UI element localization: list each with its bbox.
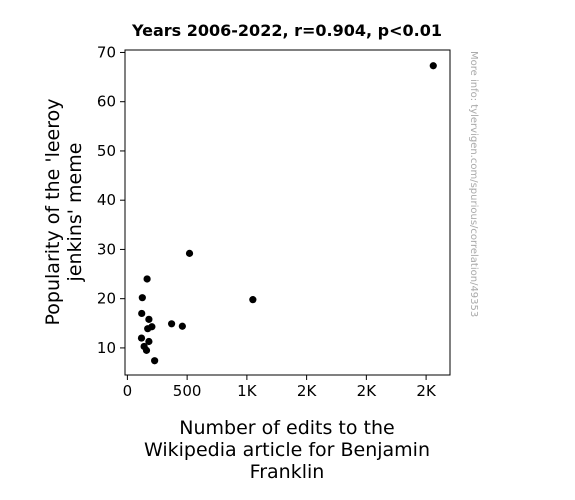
x-axis: 0 500 1K 2K 2K 2K: [123, 375, 437, 400]
y-tick-label: 20: [97, 290, 116, 308]
x-tick-label: 2K: [297, 382, 318, 400]
y-tick-label: 50: [97, 142, 116, 160]
plot-area: [124, 49, 451, 376]
y-axis: 10 20 30 40 50 60 70: [97, 43, 125, 357]
data-point: [167, 320, 176, 328]
y-axis-title: Popularity of the 'leeroyjenkins' meme: [42, 99, 86, 326]
source-note: More info: tylervigen.com/spurious/corre…: [468, 51, 479, 317]
data-point: [137, 334, 146, 342]
y-tick-label: 60: [97, 93, 116, 111]
data-point: [143, 275, 151, 283]
data-point: [178, 322, 186, 330]
y-tick-label: 10: [97, 339, 116, 357]
y-tick-label: 30: [97, 240, 116, 258]
data-point: [138, 309, 146, 318]
x-axis-title: Number of edits to the Wikipedia article …: [144, 417, 430, 483]
data-points: [137, 62, 437, 365]
x-tick-label: 2K: [416, 382, 437, 400]
y-tick-label: 70: [97, 43, 116, 61]
data-point: [145, 337, 153, 346]
data-point: [145, 315, 153, 323]
x-axis-title-line: Number of edits to the: [179, 417, 394, 439]
y-tick-label: 40: [97, 191, 116, 209]
x-axis-title-line: Wikipedia article for Benjamin: [144, 439, 430, 461]
data-point: [138, 294, 146, 302]
data-point: [142, 346, 151, 354]
y-axis-title-line: Popularity of the 'leeroy: [42, 99, 64, 326]
x-tick-label: 500: [173, 382, 202, 400]
data-point: [429, 62, 437, 70]
x-tick-label: 2K: [357, 382, 378, 400]
x-tick-label: 0: [123, 382, 133, 400]
x-tick-label: 1K: [237, 382, 258, 400]
x-axis-title-line: Franklin: [250, 461, 325, 483]
data-point: [151, 357, 159, 365]
data-point: [249, 296, 257, 304]
data-point: [144, 325, 152, 333]
chart-title: Years 2006-2022, r=0.904, p<0.01: [131, 21, 442, 40]
y-axis-title-line: jenkins' meme: [64, 143, 86, 283]
data-point: [185, 249, 194, 257]
